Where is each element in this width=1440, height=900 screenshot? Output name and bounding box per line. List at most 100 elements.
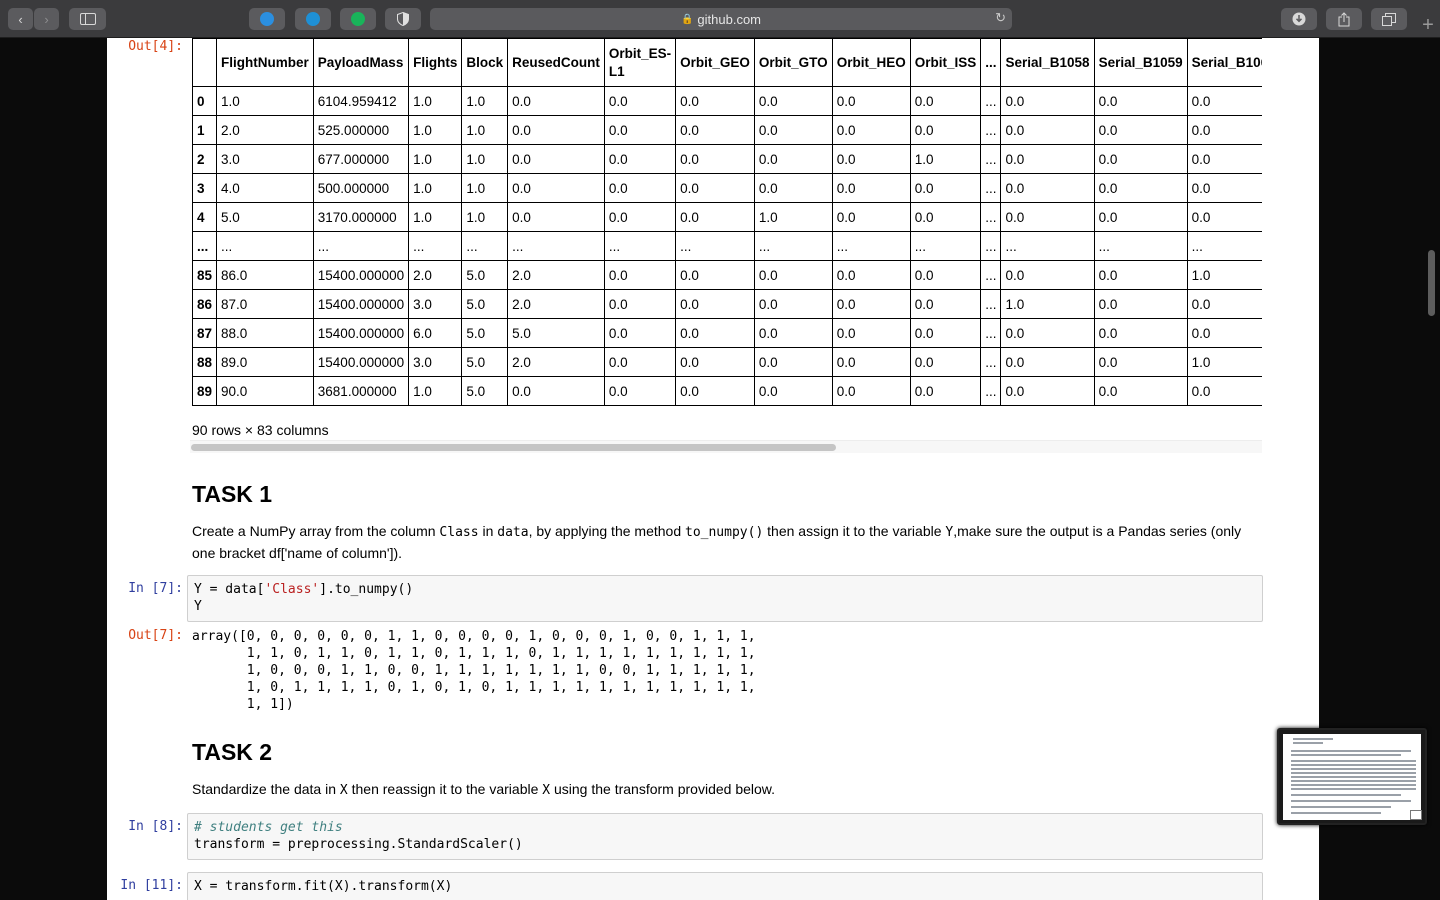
preview-close-icon[interactable]: [1410, 810, 1422, 820]
table-row: 4 5.0 3170.000000 1.0 1.0 0.0 0.0 0.0 1.0 0.0 0.0.…: [192, 202, 1262, 232]
table-cell: 0.0: [1000, 115, 1095, 145]
page-scrollbar[interactable]: [1428, 250, 1435, 316]
table-cell: 6104.959412: [312, 86, 410, 116]
table-cell: 0.0: [1093, 173, 1188, 203]
extension-b-button[interactable]: [295, 8, 331, 30]
table-cell: 0.0: [675, 318, 755, 348]
dataframe-horizontal-scrollbar[interactable]: [190, 440, 1262, 453]
address-text: github.com: [697, 11, 762, 27]
browser-toolbar: ‹ › 🔒 github.com ↻ +: [0, 0, 1440, 38]
table-cell: 1.0: [408, 376, 463, 406]
row-index: 2: [192, 144, 218, 174]
table-cell: 0.0: [831, 115, 911, 145]
table-cell: 1.0: [408, 202, 463, 232]
preview-line: [1291, 780, 1416, 782]
table-cell: 15400.000000: [312, 347, 410, 377]
table-cell: 0.0: [675, 202, 755, 232]
task-1-text: ,make sure the output is a Pandas series…: [192, 523, 1242, 561]
task-2-text: Standardize the data in: [192, 781, 340, 797]
preview-line: [1291, 760, 1416, 762]
dataframe-table: FlightNumber PayloadMass Flights Block Reuse…: [192, 38, 1262, 406]
table-cell: ...: [312, 231, 410, 261]
table-cell: 0.0: [603, 144, 677, 174]
table-cell: 1.0: [408, 86, 463, 116]
table-row: 88 89.0 15400.000000 3.0 5.0 2.0 0.0 0.0 0.0 0.0 0…: [192, 347, 1262, 377]
table-cell: 3.0: [408, 347, 463, 377]
table-cell: 0.0: [1000, 347, 1095, 377]
table-cell: 2.0: [216, 115, 314, 145]
code-cell-8[interactable]: # students get this transform = preproce…: [187, 813, 1263, 860]
task-2-code-x: X: [339, 783, 348, 798]
privacy-shield-icon: [397, 12, 409, 26]
table-cell: 0.0: [831, 86, 911, 116]
table-cell: 0.0: [909, 260, 982, 290]
page-preview-thumbnail[interactable]: [1277, 728, 1427, 825]
sidebar-toggle-button[interactable]: [69, 8, 106, 30]
table-cell: 0.0: [1000, 260, 1095, 290]
table-cell: ...: [507, 231, 605, 261]
address-bar[interactable]: 🔒 github.com ↻: [430, 8, 1012, 30]
table-row: 86 87.0 15400.000000 3.0 5.0 2.0 0.0 0.0 0.0 0.0 0…: [192, 289, 1262, 319]
code-text: ].to_numpy(): [319, 582, 414, 597]
table-row: 2 3.0 677.000000 1.0 1.0 0.0 0.0 0.0 0.0 0.0 1.0..…: [192, 144, 1262, 174]
extension-a-button[interactable]: [249, 8, 285, 30]
table-cell: 0.0: [909, 115, 982, 145]
left-margin: [0, 38, 107, 900]
table-cell: 0.0: [753, 318, 833, 348]
table-cell: 0.0: [1186, 86, 1262, 116]
downloads-button[interactable]: [1281, 8, 1317, 30]
table-cell: 15400.000000: [312, 318, 410, 348]
share-button[interactable]: [1326, 8, 1362, 30]
lock-icon: 🔒: [680, 13, 694, 25]
forward-button[interactable]: ›: [34, 8, 59, 30]
table-cell: 0.0: [1186, 115, 1262, 145]
table-cell: 0.0: [753, 347, 833, 377]
back-button[interactable]: ‹: [8, 8, 33, 30]
preview-line: [1291, 768, 1416, 770]
code-cell-11[interactable]: X = transform.fit(X).transform(X): [187, 872, 1263, 900]
table-cell: ...: [408, 231, 463, 261]
column-header: Orbit_GEO: [675, 38, 755, 87]
table-cell: ...: [980, 260, 1002, 290]
code-text: transform = preprocessing.StandardScaler…: [194, 837, 523, 852]
table-cell: ...: [980, 347, 1002, 377]
table-cell: 0.0: [1000, 376, 1095, 406]
table-cell: 0.0: [507, 115, 605, 145]
horizontal-scroll-thumb[interactable]: [191, 444, 836, 451]
extension-c-button[interactable]: [340, 8, 376, 30]
table-cell: 0.0: [1093, 260, 1188, 290]
task-2-description: Standardize the data in X then reassign …: [192, 779, 1264, 801]
table-cell: 0.0: [1000, 86, 1095, 116]
table-cell: 1.0: [461, 202, 509, 232]
table-cell: 0.0: [1186, 376, 1262, 406]
privacy-shield-button[interactable]: [385, 8, 421, 30]
preview-line: [1291, 812, 1381, 814]
row-index: 0: [192, 86, 218, 116]
table-cell: 0.0: [1186, 202, 1262, 232]
out-7-prompt: Out[7]:: [128, 628, 183, 643]
table-cell: 3681.000000: [312, 376, 410, 406]
preview-line: [1291, 754, 1401, 756]
table-cell: 0.0: [831, 347, 911, 377]
task-1-text: in: [478, 523, 498, 539]
table-cell: 0.0: [603, 86, 677, 116]
table-cell: 86.0: [216, 260, 314, 290]
column-header: FlightNumber: [216, 38, 314, 87]
task-2-text: then reassign it to the variable: [347, 781, 543, 797]
table-cell: 0.0: [909, 289, 982, 319]
table-cell: 1.0: [408, 115, 463, 145]
table-cell: 0.0: [831, 376, 911, 406]
table-cell: 0.0: [1093, 318, 1188, 348]
table-cell: 0.0: [603, 115, 677, 145]
table-cell: 0.0: [753, 289, 833, 319]
table-cell: 0.0: [831, 144, 911, 174]
code-cell-7[interactable]: Y = data['Class'].to_numpy() Y: [187, 575, 1263, 622]
new-tab-button[interactable]: +: [1416, 12, 1440, 38]
task-1-heading: TASK 1: [192, 481, 273, 507]
table-cell: ...: [980, 115, 1002, 145]
reload-icon[interactable]: ↻: [995, 10, 1006, 25]
preview-line: [1291, 800, 1411, 802]
table-cell: 1.0: [408, 173, 463, 203]
table-cell: 0.0: [603, 376, 677, 406]
tab-overview-button[interactable]: [1371, 8, 1407, 30]
